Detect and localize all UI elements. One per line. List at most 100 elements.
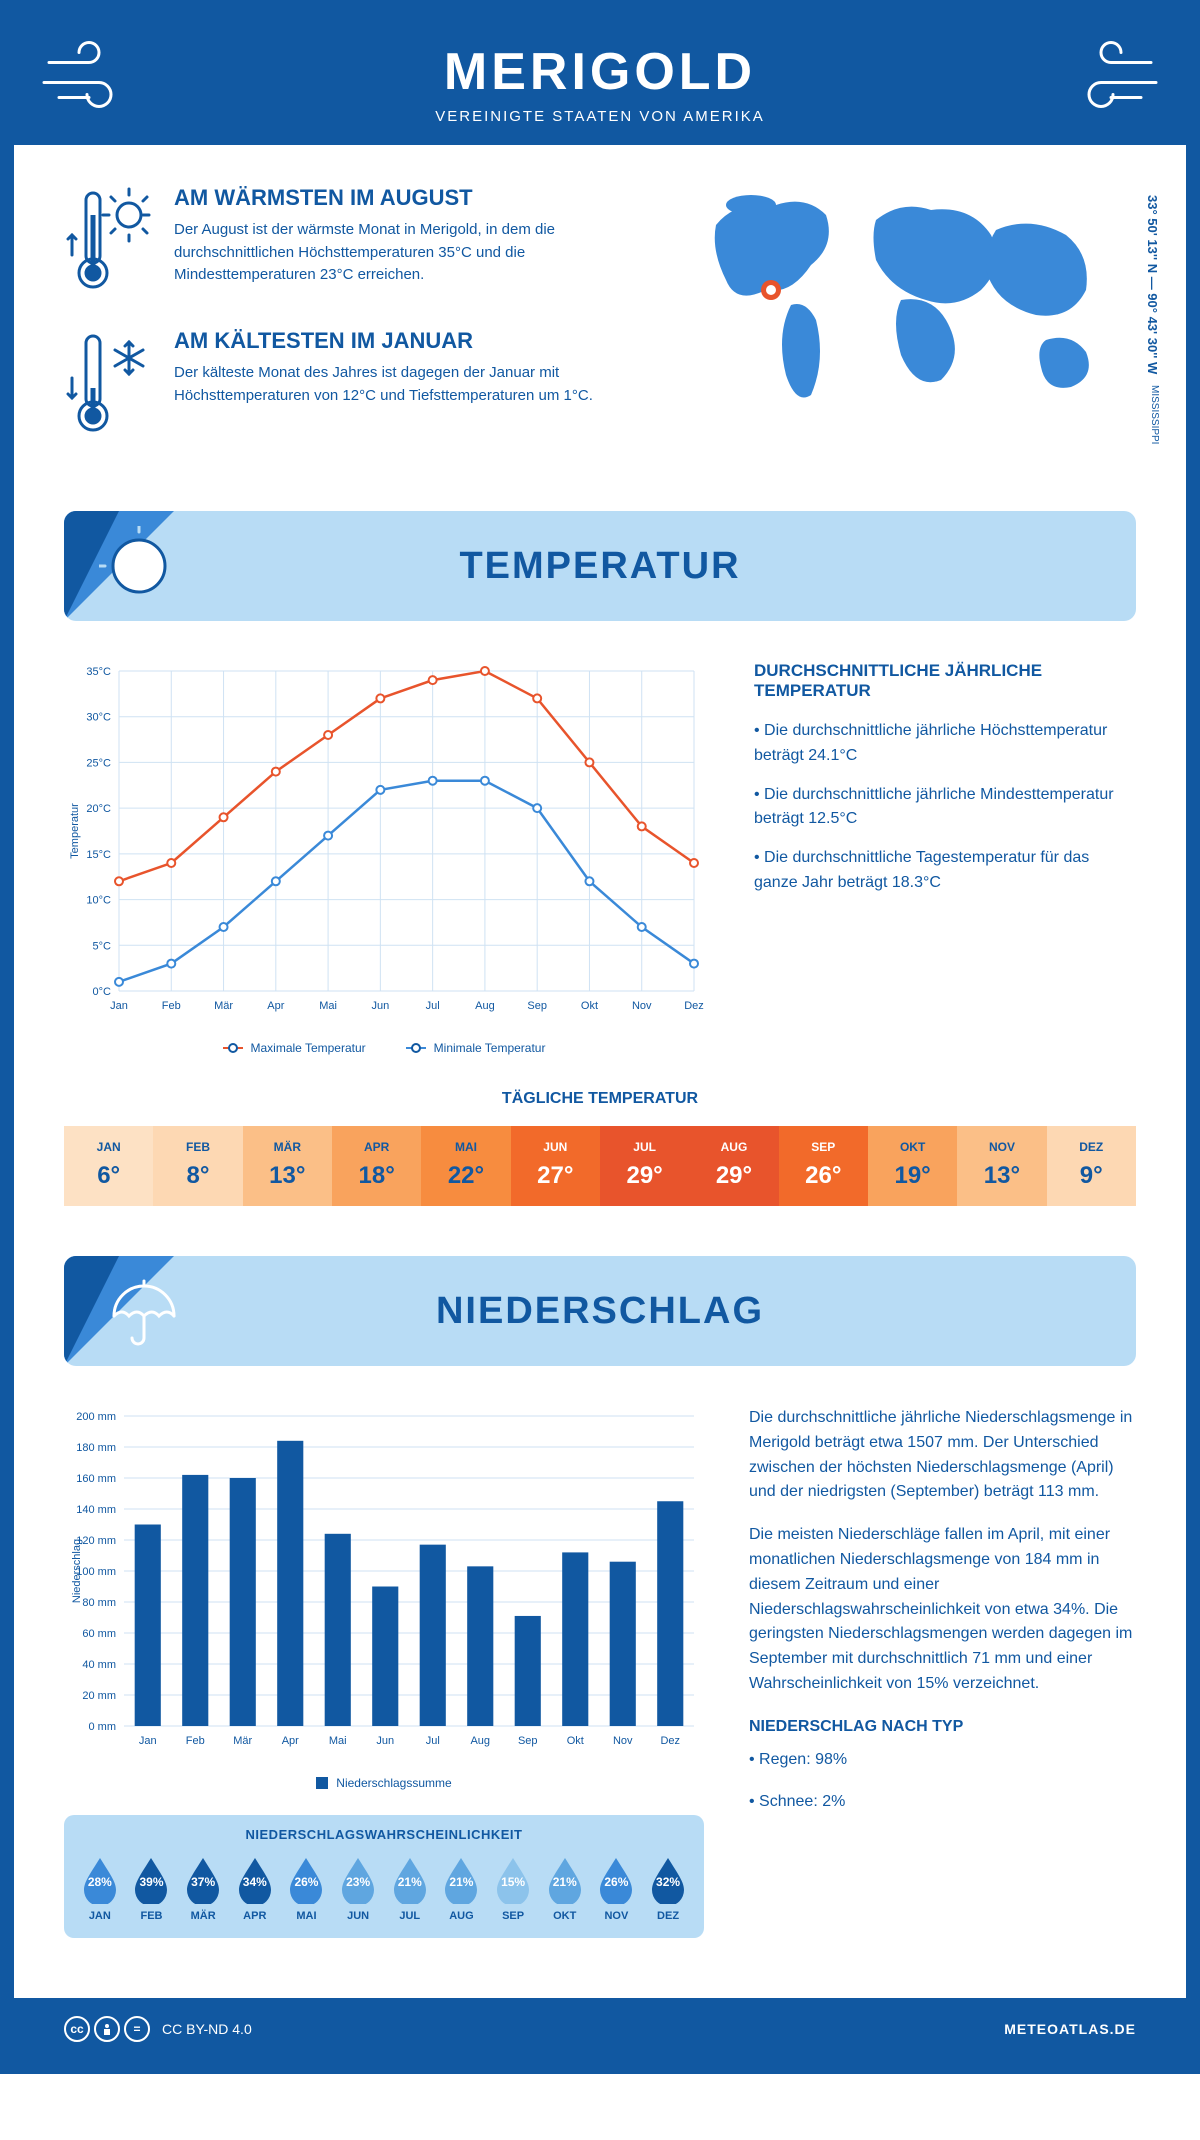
daily-temp-cell: APR18° [332, 1126, 421, 1206]
coldest-title: AM KÄLTESTEN IM JANUAR [174, 328, 636, 354]
warmest-title: AM WÄRMSTEN IM AUGUST [174, 185, 636, 211]
raindrop-icon: 37% [183, 1856, 223, 1904]
prob-title: NIEDERSCHLAGSWAHRSCHEINLICHKEIT [74, 1827, 694, 1842]
svg-text:160 mm: 160 mm [76, 1473, 116, 1485]
daily-temp-cell: NOV13° [957, 1126, 1046, 1206]
coordinates: 33° 50' 13'' N — 90° 43' 30'' W [1145, 195, 1160, 374]
prob-item: 39% FEB [131, 1856, 171, 1922]
svg-text:Jul: Jul [426, 1000, 440, 1012]
temp-section-banner: TEMPERATUR [64, 511, 1136, 621]
warmest-text: Der August ist der wärmste Monat in Meri… [174, 219, 636, 287]
prob-item: 21% OKT [545, 1856, 585, 1922]
page: MERIGOLD VEREINIGTE STAATEN VON AMERIKA … [0, 0, 1200, 2074]
svg-text:0 mm: 0 mm [89, 1721, 117, 1733]
raindrop-icon: 39% [131, 1856, 171, 1904]
daily-temp-cell: JAN6° [64, 1126, 153, 1206]
legend-min: Minimale Temperatur [434, 1041, 546, 1055]
daily-temp-cell: DEZ9° [1047, 1126, 1136, 1206]
svg-text:5°C: 5°C [93, 940, 112, 952]
legend-precip: Niederschlagssumme [336, 1776, 451, 1790]
raindrop-icon: 21% [545, 1856, 585, 1904]
thermometer-cold-icon [64, 328, 154, 443]
precip-p2: Die meisten Niederschläge fallen im Apri… [749, 1523, 1136, 1697]
prob-item: 21% JUL [390, 1856, 430, 1922]
page-subtitle: VEREINIGTE STAATEN VON AMERIKA [14, 108, 1186, 125]
cc-icon: cc [64, 2016, 90, 2042]
daily-temp-cell: FEB8° [153, 1126, 242, 1206]
raindrop-icon: 34% [235, 1856, 275, 1904]
temp-info-p1: • Die durchschnittliche jährliche Höchst… [754, 719, 1136, 769]
world-map-icon [676, 185, 1136, 415]
svg-text:Okt: Okt [567, 1735, 584, 1747]
svg-text:Mär: Mär [233, 1735, 252, 1747]
daily-temp-cell: JUN27° [511, 1126, 600, 1206]
svg-text:Feb: Feb [186, 1735, 205, 1747]
cc-icons: cc = [64, 2016, 150, 2042]
raindrop-icon: 32% [648, 1856, 688, 1904]
temperature-chart: 0°C5°C10°C15°C20°C25°C30°C35°CJanFebMärA… [64, 661, 704, 1055]
svg-text:Jun: Jun [371, 1000, 389, 1012]
svg-text:Nov: Nov [613, 1735, 633, 1747]
prob-item: 26% MAI [286, 1856, 326, 1922]
precipitation-chart: 0 mm20 mm40 mm60 mm80 mm100 mm120 mm140 … [64, 1406, 704, 1790]
svg-text:15°C: 15°C [86, 849, 111, 861]
svg-text:20 mm: 20 mm [82, 1690, 116, 1702]
content: AM WÄRMSTEN IM AUGUST Der August ist der… [14, 145, 1186, 1998]
raindrop-icon: 26% [596, 1856, 636, 1904]
wind-icon [39, 37, 159, 122]
precip-type-title: NIEDERSCHLAG NACH TYP [749, 1715, 1136, 1740]
svg-text:Apr: Apr [267, 1000, 284, 1012]
state-label: MISSISSIPPI [1149, 385, 1160, 444]
svg-text:Niederschlag: Niederschlag [71, 1539, 83, 1603]
by-icon [94, 2016, 120, 2042]
site-label: METEOATLAS.DE [1004, 2021, 1136, 2037]
nd-icon: = [124, 2016, 150, 2042]
svg-text:Jan: Jan [139, 1735, 157, 1747]
sun-icon [99, 526, 179, 611]
svg-text:Jan: Jan [110, 1000, 128, 1012]
thermometer-hot-icon [64, 185, 154, 300]
svg-text:40 mm: 40 mm [82, 1659, 116, 1671]
temp-info-p2: • Die durchschnittliche jährliche Mindes… [754, 783, 1136, 833]
daily-temp-cell: JUL29° [600, 1126, 689, 1206]
prob-item: 23% JUN [338, 1856, 378, 1922]
raindrop-icon: 28% [80, 1856, 120, 1904]
prob-item: 26% NOV [596, 1856, 636, 1922]
svg-text:35°C: 35°C [86, 666, 111, 678]
svg-text:25°C: 25°C [86, 757, 111, 769]
precip-section-title: NIEDERSCHLAG [436, 1290, 764, 1333]
intro: AM WÄRMSTEN IM AUGUST Der August ist der… [64, 185, 1136, 471]
svg-text:Dez: Dez [684, 1000, 704, 1012]
svg-text:180 mm: 180 mm [76, 1442, 116, 1454]
svg-text:Aug: Aug [475, 1000, 495, 1012]
svg-text:Sep: Sep [527, 1000, 547, 1012]
temp-info-p3: • Die durchschnittliche Tagestemperatur … [754, 846, 1136, 896]
svg-text:Jul: Jul [426, 1735, 440, 1747]
svg-text:Feb: Feb [162, 1000, 181, 1012]
precip-info: Die durchschnittliche jährliche Niedersc… [749, 1406, 1136, 1938]
daily-temp-title: TÄGLICHE TEMPERATUR [64, 1090, 1136, 1108]
page-title: MERIGOLD [14, 42, 1186, 102]
prob-item: 28% JAN [80, 1856, 120, 1922]
svg-text:10°C: 10°C [86, 895, 111, 907]
header: MERIGOLD VEREINIGTE STAATEN VON AMERIKA [14, 14, 1186, 145]
raindrop-icon: 21% [441, 1856, 481, 1904]
precip-type2: • Schnee: 2% [749, 1790, 1136, 1815]
prob-item: 37% MÄR [183, 1856, 223, 1922]
svg-text:80 mm: 80 mm [82, 1597, 116, 1609]
svg-text:Okt: Okt [581, 1000, 598, 1012]
svg-text:Aug: Aug [470, 1735, 490, 1747]
license-label: CC BY-ND 4.0 [162, 2021, 252, 2037]
legend-max: Maximale Temperatur [251, 1041, 366, 1055]
prob-item: 15% SEP [493, 1856, 533, 1922]
temp-info: DURCHSCHNITTLICHE JÄHRLICHE TEMPERATUR •… [754, 661, 1136, 1055]
map-block: 33° 50' 13'' N — 90° 43' 30'' W MISSISSI… [676, 185, 1136, 471]
prob-item: 34% APR [235, 1856, 275, 1922]
probability-box: NIEDERSCHLAGSWAHRSCHEINLICHKEIT 28% JAN … [64, 1815, 704, 1938]
svg-text:Mär: Mär [214, 1000, 233, 1012]
svg-text:30°C: 30°C [86, 712, 111, 724]
daily-temp-cell: MAI22° [421, 1126, 510, 1206]
svg-text:Mai: Mai [319, 1000, 337, 1012]
precip-p1: Die durchschnittliche jährliche Niedersc… [749, 1406, 1136, 1505]
prob-item: 32% DEZ [648, 1856, 688, 1922]
